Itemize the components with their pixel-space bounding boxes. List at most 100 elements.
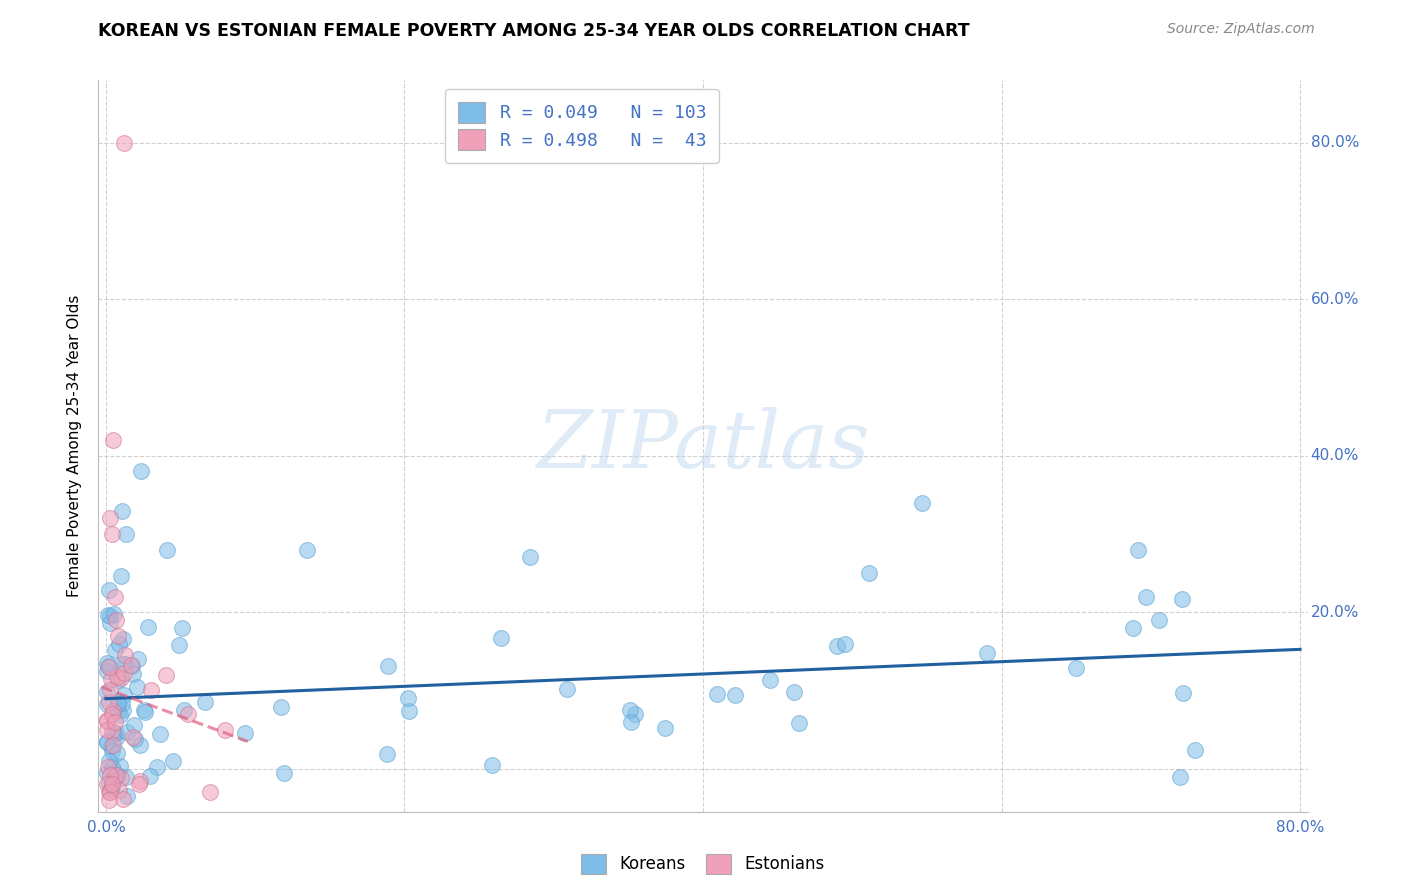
Point	[96, 777, 118, 791]
Point	[396, 691, 419, 706]
Point	[101, 780, 124, 794]
Point	[128, 773, 150, 788]
Point	[105, 746, 128, 760]
Point	[105, 613, 128, 627]
Point	[110, 771, 132, 785]
Point	[107, 695, 129, 709]
Text: Source: ZipAtlas.com: Source: ZipAtlas.com	[1167, 22, 1315, 37]
Point	[619, 703, 641, 717]
Point	[976, 647, 998, 661]
Point	[97, 659, 120, 673]
Point	[789, 716, 811, 731]
Point	[1149, 613, 1171, 627]
Point	[98, 609, 121, 624]
Point	[128, 738, 150, 752]
Point	[108, 758, 131, 772]
Point	[100, 781, 122, 796]
Point	[759, 673, 782, 687]
Point	[101, 527, 124, 541]
Point	[134, 705, 156, 719]
Point	[103, 607, 125, 622]
Text: 20.0%: 20.0%	[1310, 605, 1360, 620]
Point	[270, 699, 292, 714]
Point	[96, 765, 118, 780]
Point	[145, 759, 167, 773]
Point	[111, 503, 134, 517]
Point	[162, 754, 184, 768]
Point	[114, 688, 136, 702]
Point	[107, 673, 129, 687]
Point	[821, 814, 844, 829]
Point	[98, 785, 121, 799]
Point	[100, 760, 122, 774]
Point	[96, 664, 118, 678]
Point	[481, 758, 503, 772]
Point	[173, 703, 195, 717]
Point	[103, 769, 125, 783]
Point	[1170, 592, 1192, 607]
Point	[101, 777, 124, 791]
Text: 60.0%: 60.0%	[1310, 292, 1360, 307]
Point	[783, 685, 806, 699]
Point	[1126, 542, 1149, 557]
Point	[96, 656, 118, 670]
Point	[103, 738, 125, 752]
Point	[100, 672, 122, 686]
Point	[111, 792, 134, 806]
Point	[858, 566, 880, 581]
Point	[1064, 660, 1087, 674]
Text: 80.0%: 80.0%	[1310, 136, 1360, 151]
Point	[97, 608, 120, 623]
Point	[111, 703, 134, 717]
Point	[96, 698, 118, 712]
Legend: Koreans, Estonians: Koreans, Estonians	[575, 847, 831, 880]
Point	[121, 731, 143, 745]
Point	[555, 681, 578, 696]
Point	[97, 785, 120, 799]
Point	[115, 789, 138, 804]
Point	[128, 777, 150, 791]
Point	[825, 639, 848, 653]
Point	[233, 725, 256, 739]
Point	[127, 651, 149, 665]
Point	[724, 689, 747, 703]
Point	[96, 723, 118, 737]
Point	[214, 723, 236, 737]
Point	[125, 680, 148, 694]
Point	[122, 718, 145, 732]
Point	[1168, 771, 1191, 785]
Point	[624, 706, 647, 721]
Point	[620, 714, 643, 729]
Point	[98, 615, 121, 630]
Point	[834, 636, 856, 650]
Point	[98, 511, 121, 525]
Point	[115, 770, 138, 784]
Point	[134, 703, 156, 717]
Point	[136, 620, 159, 634]
Text: ZIPatlas: ZIPatlas	[536, 408, 870, 484]
Point	[398, 704, 420, 718]
Point	[114, 657, 136, 672]
Point	[112, 632, 135, 646]
Point	[101, 706, 124, 721]
Point	[96, 714, 118, 728]
Point	[121, 658, 143, 673]
Point	[96, 735, 118, 749]
Point	[114, 527, 136, 541]
Point	[104, 590, 127, 604]
Point	[654, 721, 676, 735]
Point	[110, 671, 132, 685]
Point	[1122, 621, 1144, 635]
Point	[1184, 743, 1206, 757]
Point	[156, 542, 179, 557]
Point	[129, 465, 152, 479]
Point	[519, 550, 541, 565]
Point	[706, 687, 728, 701]
Point	[120, 657, 142, 672]
Point	[911, 496, 934, 510]
Point	[177, 706, 200, 721]
Point	[377, 658, 399, 673]
Point	[103, 433, 125, 447]
Point	[107, 629, 129, 643]
Point	[101, 724, 124, 739]
